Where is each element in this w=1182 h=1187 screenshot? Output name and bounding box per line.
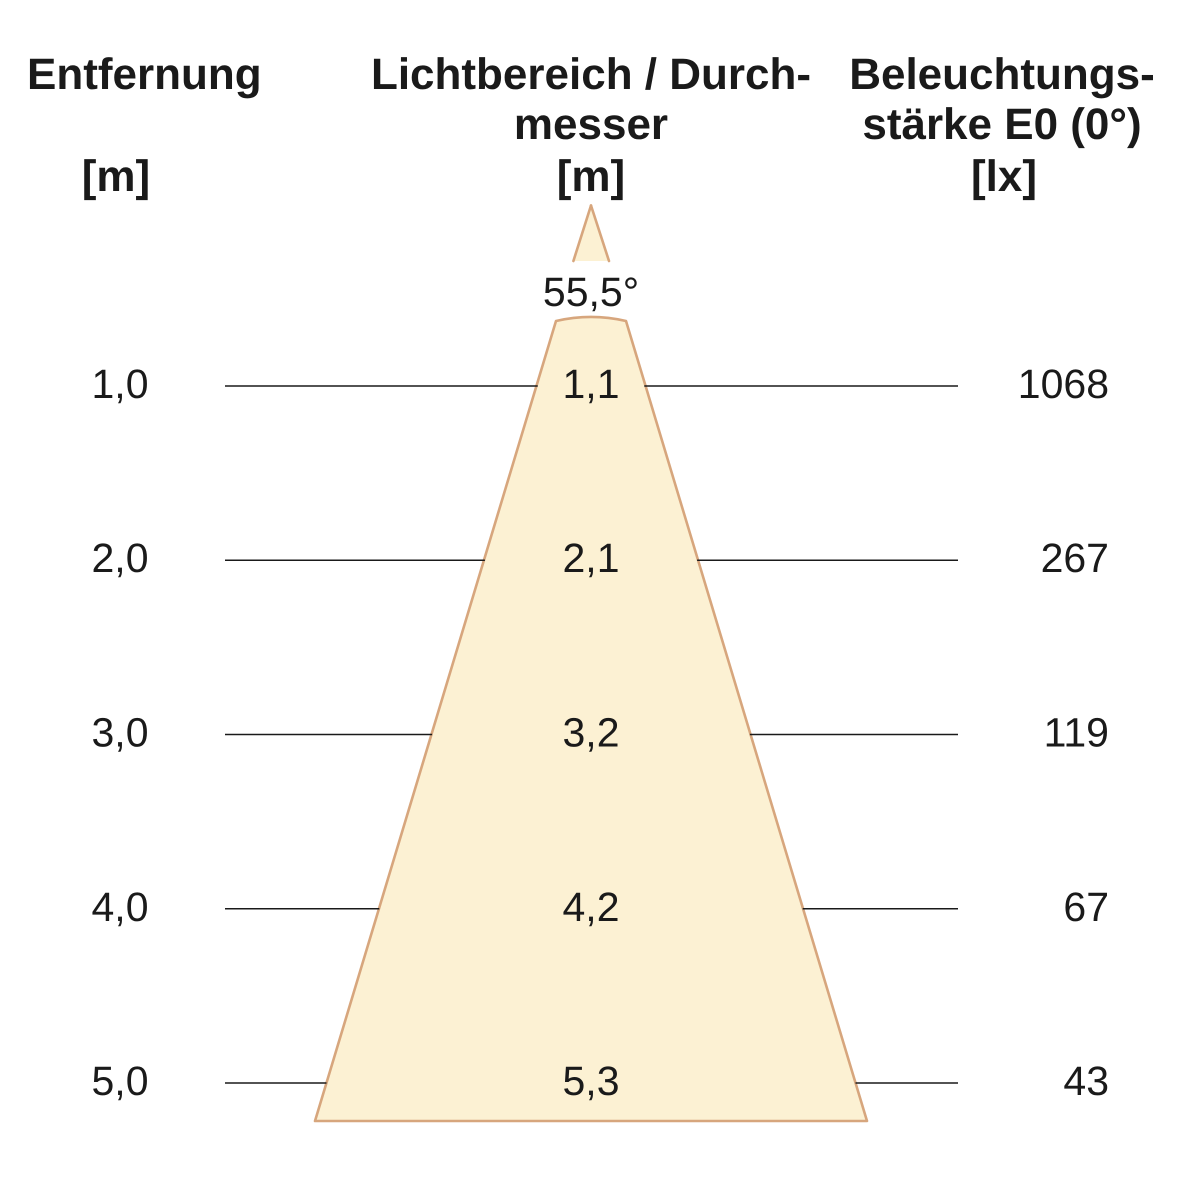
svg-text:5,3: 5,3 (563, 1058, 620, 1104)
svg-text:2,1: 2,1 (563, 535, 620, 581)
svg-text:2,0: 2,0 (92, 535, 149, 581)
svg-text:67: 67 (1063, 884, 1109, 930)
svg-text:Lichtbereich / Durch-: Lichtbereich / Durch- (371, 50, 811, 99)
svg-text:4,2: 4,2 (563, 884, 620, 930)
svg-text:1,0: 1,0 (92, 361, 149, 407)
svg-text:stärke E0 (0°): stärke E0 (0°) (862, 100, 1141, 149)
svg-text:3,0: 3,0 (92, 710, 149, 756)
svg-text:1,1: 1,1 (563, 361, 620, 407)
svg-text:messer: messer (514, 100, 668, 149)
svg-text:[lx]: [lx] (971, 152, 1037, 201)
svg-text:4,0: 4,0 (92, 884, 149, 930)
svg-text:Beleuchtungs-: Beleuchtungs- (849, 50, 1155, 99)
svg-text:[m]: [m] (82, 152, 150, 201)
svg-text:3,2: 3,2 (563, 710, 620, 756)
svg-text:Entfernung: Entfernung (27, 50, 262, 99)
svg-text:[m]: [m] (557, 152, 625, 201)
svg-text:119: 119 (1044, 710, 1109, 756)
svg-text:43: 43 (1063, 1058, 1109, 1104)
svg-text:5,0: 5,0 (92, 1058, 149, 1104)
svg-text:55,5°: 55,5° (543, 269, 639, 315)
svg-text:1068: 1068 (1018, 361, 1109, 407)
svg-text:267: 267 (1041, 535, 1109, 581)
